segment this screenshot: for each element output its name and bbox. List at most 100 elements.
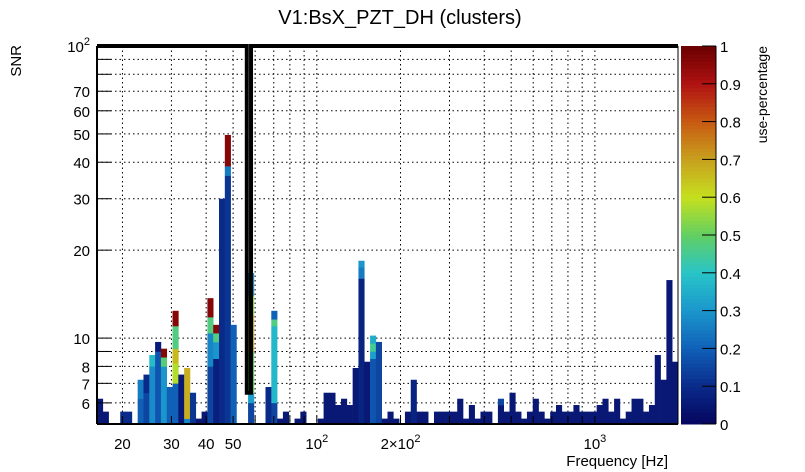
colorbar-swatch xyxy=(681,140,716,145)
heatmap-cell xyxy=(184,367,191,419)
heatmap-cell xyxy=(213,358,220,425)
heatmap-cell xyxy=(561,411,568,425)
colorbar-swatch xyxy=(681,371,716,376)
colorbar-swatch xyxy=(681,83,716,89)
colorbar-swatch xyxy=(681,132,716,138)
heatmap-cell xyxy=(532,398,539,425)
colorbar-label: use-percentage xyxy=(754,46,770,144)
colorbar-swatch xyxy=(681,363,716,368)
x-tick-label: 102 xyxy=(305,433,328,453)
y-tick-label: 102 xyxy=(67,36,90,56)
heatmap-cell xyxy=(335,405,342,425)
colorbar-swatch xyxy=(681,68,716,73)
heatmap-cell xyxy=(224,134,231,167)
colorbar-swatch xyxy=(681,325,716,330)
colorbar-swatch xyxy=(681,405,716,410)
colorbar-swatch xyxy=(681,314,716,319)
heatmap-cell xyxy=(213,324,220,334)
heatmap-cell xyxy=(404,411,412,425)
y-tick-label: 40 xyxy=(73,155,90,172)
colorbar-swatch xyxy=(681,318,716,323)
heatmap-cell xyxy=(666,280,673,425)
heatmap-cell xyxy=(195,418,202,425)
heatmap-cell xyxy=(137,379,144,400)
x-tick-label: 20 xyxy=(114,436,131,453)
heatmap-cell xyxy=(555,405,563,425)
heatmap-cell xyxy=(224,175,231,425)
heatmap-cell xyxy=(213,333,220,343)
heatmap-cell xyxy=(521,418,528,425)
colorbar-swatch xyxy=(681,329,716,334)
heatmap-cell xyxy=(370,335,377,344)
colorbar-swatch xyxy=(681,378,716,383)
colorbar-swatch xyxy=(681,98,716,104)
heatmap-cell xyxy=(207,317,214,334)
heatmap-cell xyxy=(172,310,179,327)
heatmap-cell xyxy=(625,411,632,425)
heatmap-cell xyxy=(248,392,255,404)
colorbar-tick-label: 0.4 xyxy=(720,266,741,283)
colorbar-tick-label: 0.9 xyxy=(720,77,741,94)
heatmap-cell xyxy=(608,411,615,425)
heatmap-cell xyxy=(102,411,109,425)
colorbar-swatch xyxy=(681,200,716,206)
x-tick-label: 103 xyxy=(583,433,606,453)
heatmap-cell xyxy=(207,333,214,367)
colorbar-swatch xyxy=(681,163,716,168)
heatmap-cell xyxy=(282,411,290,425)
colorbar-swatch xyxy=(681,276,716,281)
heatmap-cell xyxy=(155,351,162,425)
colorbar-swatch xyxy=(681,61,716,66)
colorbar-swatch xyxy=(681,310,716,315)
colorbar-tick-label: 0.5 xyxy=(720,228,741,245)
colorbar-tick-label: 0 xyxy=(720,417,728,434)
heatmap-cell xyxy=(166,387,173,425)
heatmap-cell xyxy=(149,355,156,367)
heatmap-cell xyxy=(126,411,133,425)
colorbar-swatch xyxy=(681,348,716,353)
heatmap-cells xyxy=(97,134,679,425)
colorbar-tick-label: 0.7 xyxy=(720,152,741,169)
colorbar-swatch xyxy=(681,182,716,187)
colorbar-swatch xyxy=(681,265,716,270)
colorbar-swatch xyxy=(681,389,716,395)
heatmap-cell xyxy=(433,411,441,425)
chart-title: V1:BsX_PZT_DH (clusters) xyxy=(278,7,521,29)
colorbar-swatch xyxy=(681,235,716,240)
y-tick-label: 20 xyxy=(73,243,90,260)
colorbar-swatch xyxy=(681,306,716,312)
colorbar-swatch xyxy=(681,193,716,198)
colorbar-swatch xyxy=(681,287,716,293)
colorbar-tick-label: 0.3 xyxy=(720,304,741,321)
heatmap-cell xyxy=(526,411,534,425)
colorbar-swatch xyxy=(681,238,716,244)
colorbar-tick-label: 0.8 xyxy=(720,115,741,132)
colorbar-swatch xyxy=(681,352,716,357)
heatmap-cell xyxy=(614,398,621,425)
colorbar-swatch xyxy=(681,340,716,346)
heatmap-cell xyxy=(619,418,627,425)
heatmap-cell xyxy=(155,341,162,352)
heatmap-cell xyxy=(329,392,336,425)
colorbar-swatch xyxy=(681,129,716,134)
heatmap-cell xyxy=(643,411,650,425)
colorbar-swatch xyxy=(681,223,716,228)
heatmap-cell xyxy=(463,418,470,425)
heatmap-cell xyxy=(538,411,545,425)
colorbar-swatch xyxy=(681,337,716,342)
colorbar-swatch xyxy=(681,227,716,232)
heatmap-cell xyxy=(567,411,574,425)
heatmap-cell xyxy=(497,398,504,406)
heatmap-cell xyxy=(224,166,231,176)
heatmap-cell xyxy=(172,348,179,364)
heatmap-cell xyxy=(172,383,179,425)
colorbar-swatch xyxy=(681,106,716,111)
colorbar-tick-label: 0.2 xyxy=(720,341,741,358)
heatmap-cell xyxy=(265,387,272,425)
heatmap-cell xyxy=(201,411,208,425)
colorbar-swatch xyxy=(681,291,716,296)
heatmap-cell xyxy=(648,405,656,425)
colorbar-swatch xyxy=(681,170,716,176)
heatmap-cell xyxy=(544,418,551,425)
